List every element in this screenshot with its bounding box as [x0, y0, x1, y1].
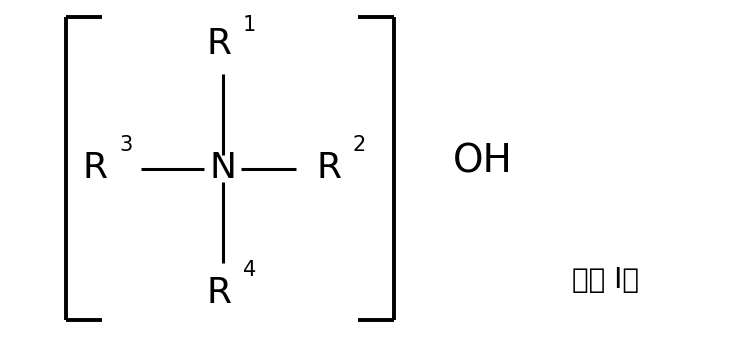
- Text: R: R: [207, 276, 231, 310]
- Text: R: R: [82, 152, 107, 185]
- Text: OH: OH: [453, 143, 512, 181]
- Text: R: R: [316, 152, 341, 185]
- Text: 2: 2: [353, 135, 366, 155]
- Text: 3: 3: [119, 135, 132, 155]
- Text: R: R: [207, 27, 231, 61]
- Text: 4: 4: [243, 259, 256, 280]
- Text: N: N: [210, 152, 236, 185]
- Text: （式 I）: （式 I）: [572, 266, 639, 294]
- Text: 1: 1: [243, 15, 256, 35]
